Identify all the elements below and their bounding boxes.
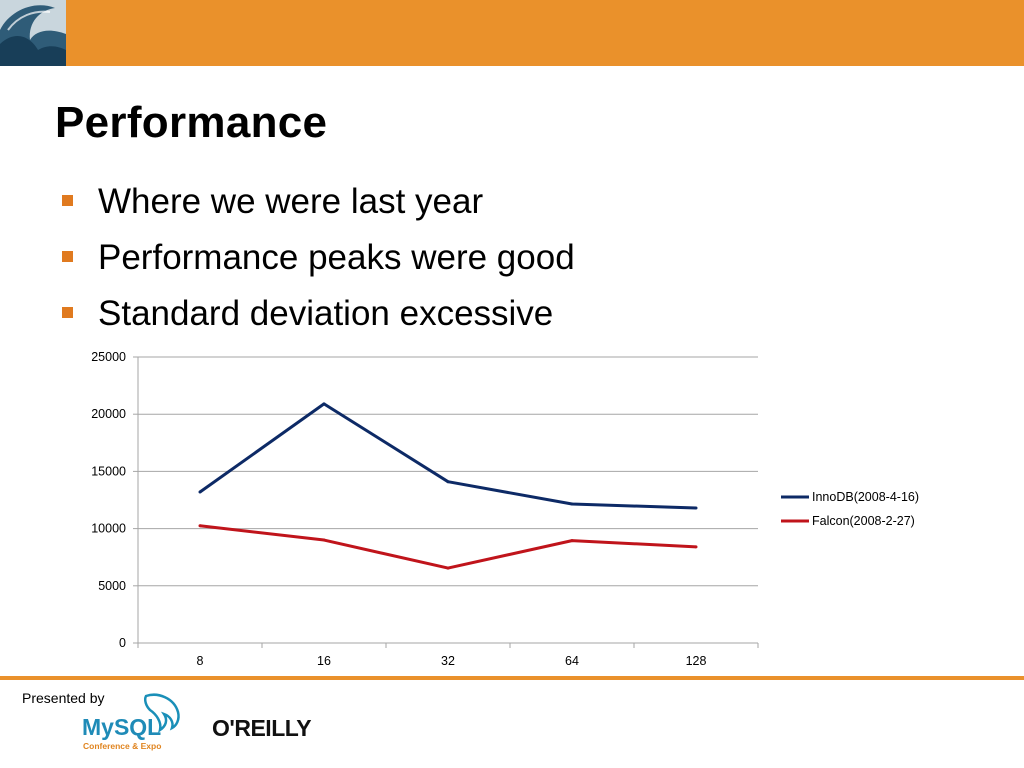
square-bullet-icon <box>62 251 73 262</box>
data-point <box>198 524 202 528</box>
y-tick-label: 25000 <box>91 350 126 364</box>
dolphin-icon <box>143 693 180 733</box>
data-point <box>570 502 574 506</box>
data-point <box>446 480 450 484</box>
data-point <box>198 490 202 494</box>
performance-line-chart: 0 5000 10000 15000 20000 25000 8 16 32 64 128 InnoD… <box>91 350 919 668</box>
square-bullet-icon <box>62 307 73 318</box>
legend-label: Falcon(2008-2-27) <box>812 514 915 528</box>
bullet-item: Performance peaks were good <box>62 232 575 288</box>
data-point <box>694 545 698 549</box>
y-tick-label: 0 <box>119 636 126 650</box>
y-tick-label: 10000 <box>91 522 126 536</box>
data-point <box>570 539 574 543</box>
x-tick-label: 16 <box>317 654 331 668</box>
wave-logo-icon <box>0 0 66 66</box>
mysql-wordmark: MySQL <box>82 714 161 740</box>
series-line-falcon <box>199 524 697 570</box>
square-bullet-icon <box>62 195 73 206</box>
y-tick-label: 5000 <box>98 579 126 593</box>
oreilly-logo: O'REILLY <box>212 715 312 741</box>
data-point <box>694 506 698 510</box>
bullet-item: Standard deviation excessive <box>62 288 575 344</box>
bullet-text: Standard deviation excessive <box>98 294 554 333</box>
data-point <box>322 538 326 542</box>
bullet-item: Where we were last year <box>62 176 575 232</box>
header-bar <box>0 0 1024 66</box>
x-tick-label: 32 <box>441 654 455 668</box>
legend-label: InnoDB(2008-4-16) <box>812 490 919 504</box>
data-point <box>446 566 450 570</box>
x-tick-label: 128 <box>686 654 707 668</box>
bullet-text: Performance peaks were good <box>98 238 575 277</box>
bullet-list: Where we were last year Performance peak… <box>62 176 575 344</box>
bullet-text: Where we were last year <box>98 182 484 221</box>
data-point <box>322 402 326 406</box>
x-tick-label: 8 <box>197 654 204 668</box>
y-tick-label: 15000 <box>91 464 126 478</box>
mysql-conference-logo: MySQL Conference & Expo <box>80 690 190 761</box>
y-tick-label: 20000 <box>91 407 126 421</box>
series-line-innodb <box>199 402 697 510</box>
conference-expo-text: Conference & Expo <box>83 741 161 751</box>
x-tick-label: 64 <box>565 654 579 668</box>
presented-by-label: Presented by <box>22 690 105 706</box>
footer-divider <box>0 676 1024 680</box>
slide-title: Performance <box>55 98 328 147</box>
